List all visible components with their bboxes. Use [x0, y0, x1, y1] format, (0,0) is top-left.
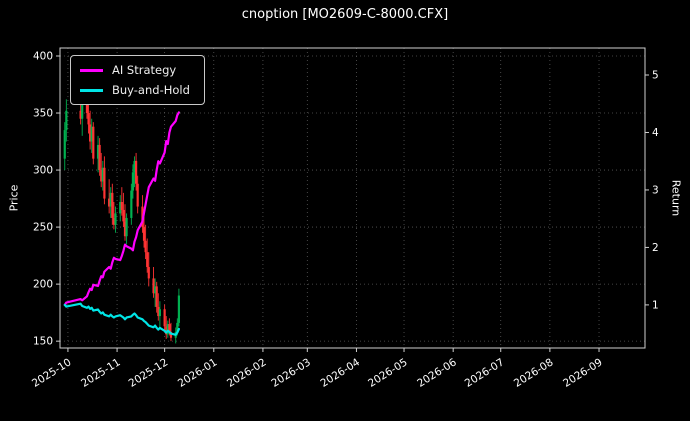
- candle-body: [144, 240, 147, 253]
- candle-body: [112, 217, 116, 225]
- axes-frame: [59, 47, 646, 349]
- candle-body: [125, 217, 128, 237]
- buy-and-hold-line-swatch: [80, 88, 103, 92]
- candle-body: [103, 167, 106, 199]
- candle-body: [92, 126, 95, 159]
- legend-item-buy-and-hold: Buy-and-Hold: [80, 83, 190, 97]
- return-tick-label: 5: [652, 70, 659, 82]
- candle-body: [133, 160, 136, 173]
- candle-body: [157, 306, 160, 317]
- candle-body: [122, 209, 125, 222]
- candle-body: [87, 113, 90, 125]
- candle-body: [89, 124, 92, 142]
- candle-body: [166, 324, 169, 335]
- chart-title: cnoption [MO2609-C-8000.CFX]: [241, 7, 449, 22]
- candle-body: [158, 309, 161, 317]
- candle-body: [90, 126, 93, 142]
- price-tick-label: 300: [33, 165, 53, 177]
- legend-label-ai-strategy: AI Strategy: [112, 63, 177, 77]
- date-tick-label: 2026-07: [463, 356, 507, 389]
- candle-body: [114, 213, 117, 225]
- date-tick-label: 2026-02: [225, 356, 269, 389]
- candle-body: [65, 110, 68, 131]
- return-tick-label: 3: [652, 184, 659, 196]
- price-tick-label: 250: [33, 222, 53, 234]
- candle-body: [142, 227, 146, 241]
- price-tick-label: 400: [33, 50, 53, 62]
- return-tick-label: 4: [652, 127, 659, 139]
- grid-lines: [60, 48, 645, 348]
- legend: AI Strategy Buy-and-Hold: [70, 55, 205, 105]
- candle-body: [119, 201, 122, 214]
- date-tick-label: 2025-10: [30, 356, 74, 389]
- candle-body: [79, 110, 82, 119]
- candle-body: [131, 172, 135, 191]
- date-tick-label: 2026-03: [269, 356, 313, 389]
- candle-body: [120, 201, 123, 210]
- candle-body: [101, 167, 104, 182]
- legend-label-buy-and-hold: Buy-and-Hold: [112, 83, 190, 97]
- legend-item-ai-strategy: AI Strategy: [80, 63, 190, 77]
- left-axis-label: Price: [7, 184, 21, 212]
- candle-body: [147, 267, 150, 279]
- ai-strategy-line: [63, 111, 180, 306]
- candle-body: [98, 144, 101, 171]
- candle-body: [176, 322, 179, 333]
- candle-body: [154, 286, 157, 294]
- candle-body: [146, 252, 149, 268]
- candle-body: [155, 286, 158, 307]
- candle-body: [108, 198, 111, 207]
- date-tick-label: 2026-04: [318, 356, 362, 390]
- date-tick-label: 2026-06: [415, 356, 459, 390]
- candle-body: [96, 144, 100, 159]
- candle-body: [111, 192, 114, 218]
- price-tick-label: 350: [33, 108, 53, 120]
- candle-body: [109, 192, 112, 207]
- return-tick-label: 1: [652, 299, 659, 311]
- candle-body: [169, 332, 173, 338]
- candle-body: [134, 160, 138, 184]
- candle-body: [123, 221, 127, 237]
- date-tick-label: 2026-01: [176, 356, 220, 389]
- price-tick-label: 200: [33, 279, 53, 291]
- candle-body: [168, 324, 171, 333]
- date-tick-label: 2025-11: [79, 356, 123, 389]
- candle-body: [136, 183, 139, 207]
- candle-body: [165, 326, 168, 335]
- candle-body: [163, 309, 166, 327]
- date-tick-label: 2026-05: [366, 356, 410, 389]
- buy-and-hold-line: [63, 302, 180, 336]
- candle-body: [177, 295, 181, 323]
- candle-body: [152, 278, 155, 294]
- ai-strategy-line-swatch: [80, 68, 103, 72]
- return-lines: [63, 111, 180, 336]
- right-axis-label: Return: [669, 179, 683, 217]
- date-tick-label: 2026-09: [561, 356, 605, 389]
- date-tick-label: 2026-08: [512, 356, 556, 389]
- candle-body: [130, 190, 133, 218]
- price-tick-label: 150: [33, 336, 53, 348]
- return-tick-label: 2: [652, 242, 659, 254]
- date-tick-label: 2025-12: [127, 356, 171, 389]
- candle-body: [63, 130, 66, 159]
- candle-body: [100, 170, 103, 182]
